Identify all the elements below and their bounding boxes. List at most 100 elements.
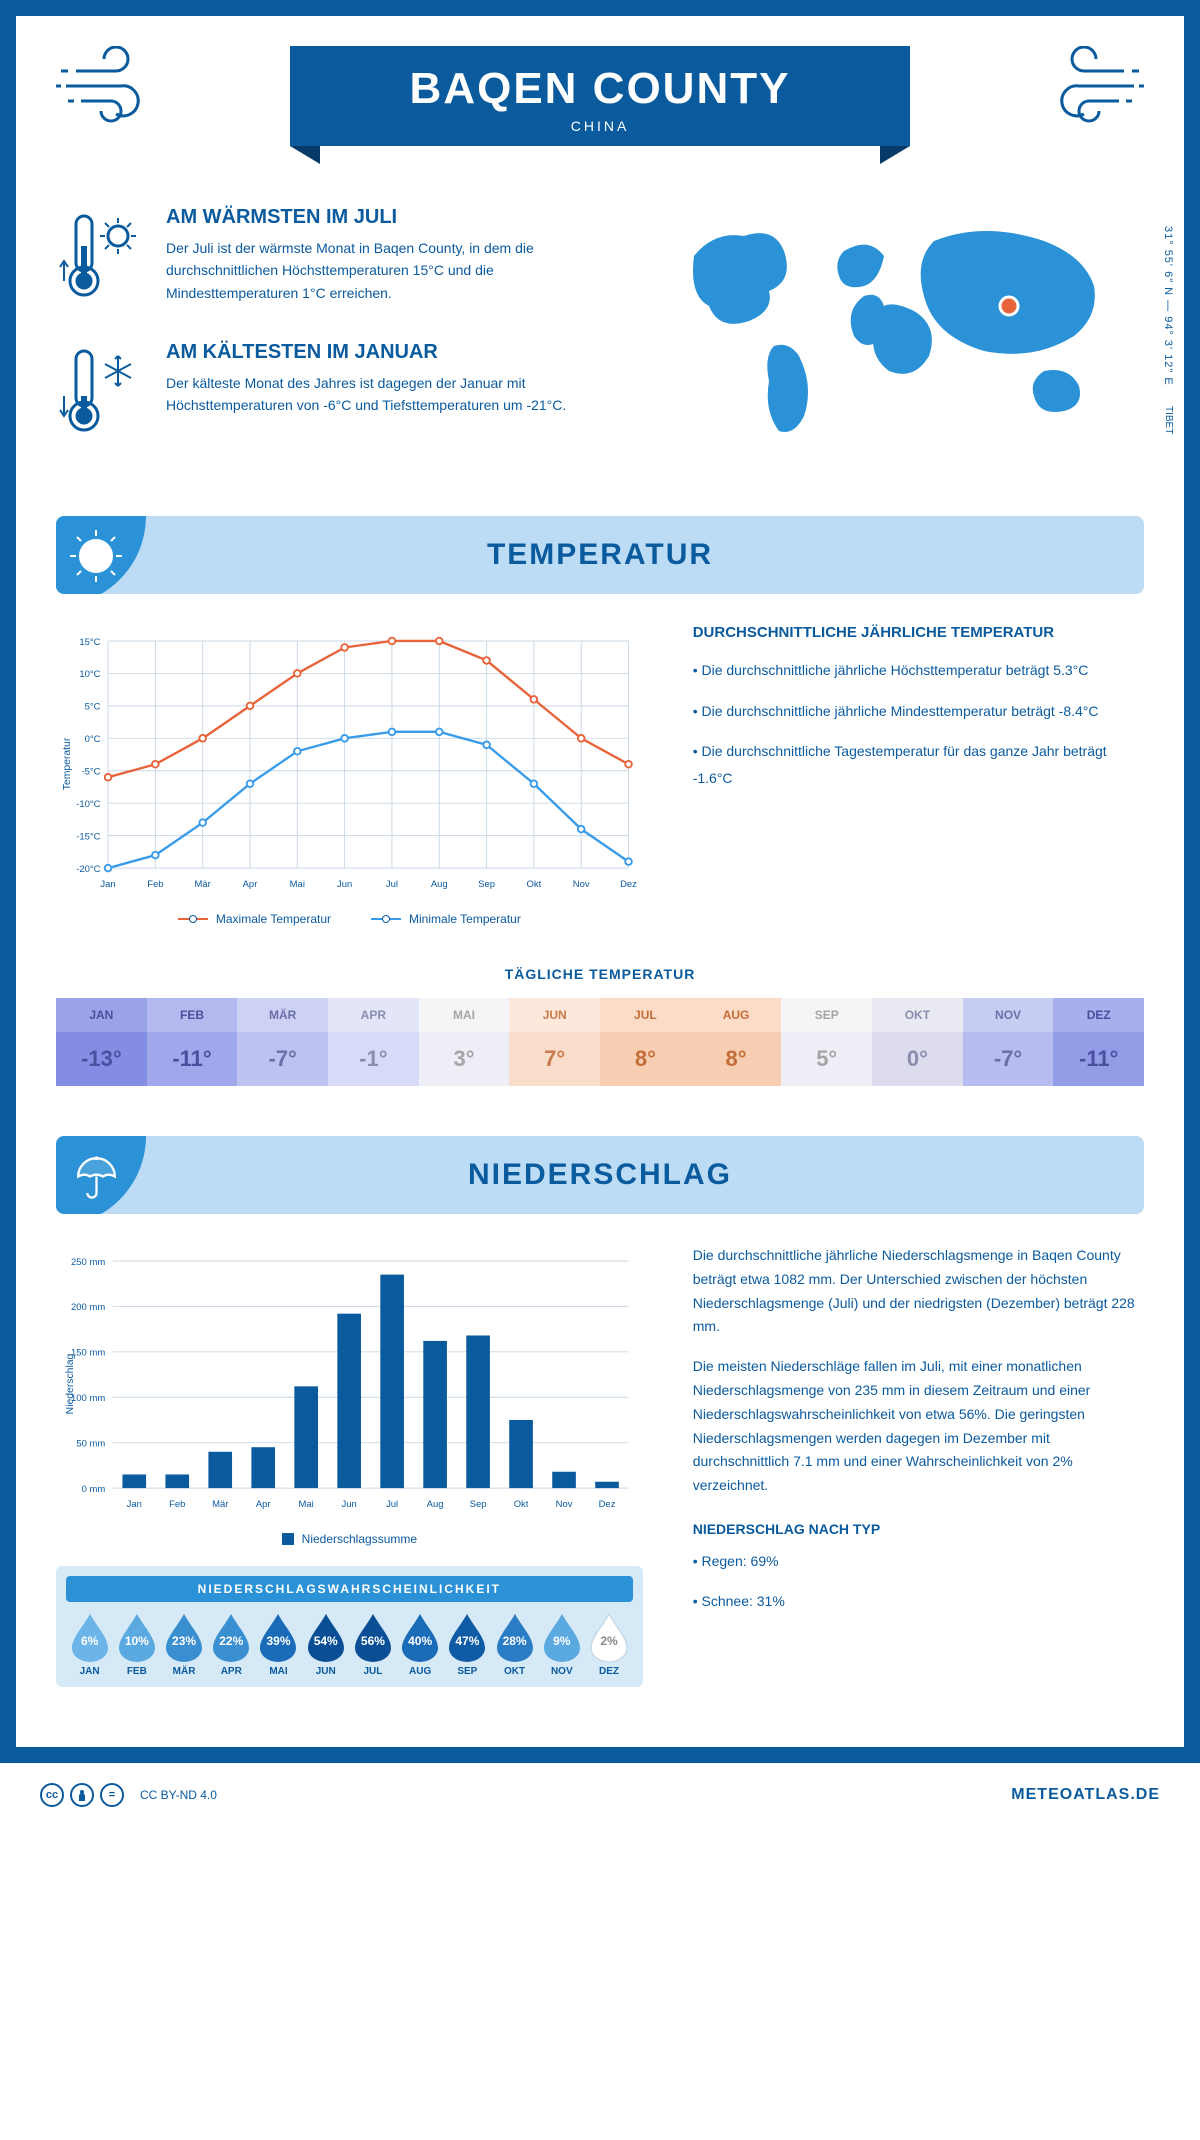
- svg-text:-10°C: -10°C: [76, 799, 100, 810]
- precipitation-description: Die durchschnittliche jährliche Niedersc…: [693, 1244, 1144, 1687]
- temp-desc-title: DURCHSCHNITTLICHE JÄHRLICHE TEMPERATUR: [693, 624, 1144, 641]
- daily-cell: JUL8°: [600, 998, 691, 1086]
- svg-text:0°C: 0°C: [85, 734, 101, 745]
- thermometer-snow-icon: [56, 341, 146, 446]
- svg-text:50 mm: 50 mm: [76, 1438, 105, 1449]
- svg-text:-5°C: -5°C: [81, 767, 100, 778]
- daily-cell: AUG8°: [691, 998, 782, 1086]
- svg-text:Apr: Apr: [256, 1499, 271, 1510]
- warm-text: Der Juli ist der wärmste Monat in Baqen …: [166, 237, 624, 304]
- svg-text:15°C: 15°C: [79, 637, 100, 648]
- svg-text:Dez: Dez: [599, 1499, 616, 1510]
- drop-cell: 56%JUL: [349, 1612, 396, 1677]
- svg-text:100 mm: 100 mm: [71, 1393, 105, 1404]
- region-label: TIBET: [1163, 406, 1174, 434]
- drop-cell: 39%MAI: [255, 1612, 302, 1677]
- svg-text:Feb: Feb: [147, 879, 163, 890]
- prob-title: NIEDERSCHLAGSWAHRSCHEINLICHKEIT: [66, 1576, 633, 1602]
- daily-cell: SEP5°: [781, 998, 872, 1086]
- legend-min: Minimale Temperatur: [409, 912, 521, 926]
- daily-cell: DEZ-11°: [1053, 998, 1144, 1086]
- legend-precip: Niederschlagssumme: [302, 1532, 417, 1546]
- svg-text:250 mm: 250 mm: [71, 1257, 105, 1268]
- svg-text:Mai: Mai: [290, 879, 305, 890]
- drop-cell: 6%JAN: [66, 1612, 113, 1677]
- nd-icon: =: [100, 1783, 124, 1807]
- svg-text:Dez: Dez: [620, 879, 637, 890]
- title-banner: BAQEN COUNTY CHINA: [290, 46, 910, 146]
- svg-text:-15°C: -15°C: [76, 831, 100, 842]
- svg-text:10°C: 10°C: [79, 669, 100, 680]
- cc-icon: cc: [40, 1783, 64, 1807]
- daily-temperature-table: JAN-13°FEB-11°MÄR-7°APR-1°MAI3°JUN7°JUL8…: [56, 998, 1144, 1086]
- temp-bullet: • Die durchschnittliche jährliche Mindes…: [693, 698, 1144, 725]
- temp-bullet: • Die durchschnittliche Tagestemperatur …: [693, 738, 1144, 791]
- drop-cell: 22%APR: [208, 1612, 255, 1677]
- legend-max: Maximale Temperatur: [216, 912, 331, 926]
- warm-title: AM WÄRMSTEN IM JULI: [166, 206, 624, 229]
- daily-cell: MÄR-7°: [237, 998, 328, 1086]
- license-text: CC BY-ND 4.0: [140, 1788, 217, 1802]
- temp-heading: TEMPERATUR: [56, 538, 1144, 572]
- footer-brand: METEOATLAS.DE: [1011, 1786, 1160, 1804]
- svg-text:Nov: Nov: [556, 1499, 573, 1510]
- sun-icon: [56, 516, 146, 594]
- cold-text: Der kälteste Monat des Jahres ist dagege…: [166, 372, 624, 417]
- svg-text:Jun: Jun: [342, 1499, 357, 1510]
- drop-cell: 10%FEB: [113, 1612, 160, 1677]
- cold-title: AM KÄLTESTEN IM JANUAR: [166, 341, 624, 364]
- svg-text:Aug: Aug: [431, 879, 448, 890]
- svg-text:Jun: Jun: [337, 879, 352, 890]
- footer: cc = CC BY-ND 4.0 METEOATLAS.DE: [0, 1763, 1200, 1827]
- precip-type-bullet: • Regen: 69%: [693, 1550, 1144, 1574]
- wind-icon: [1044, 46, 1144, 131]
- svg-text:0 mm: 0 mm: [82, 1484, 106, 1495]
- drop-cell: 47%SEP: [444, 1612, 491, 1677]
- daily-cell: FEB-11°: [147, 998, 238, 1086]
- svg-text:Jan: Jan: [100, 879, 115, 890]
- svg-text:Aug: Aug: [427, 1499, 444, 1510]
- daily-cell: APR-1°: [328, 998, 419, 1086]
- drop-cell: 9%NOV: [538, 1612, 585, 1677]
- precip-type-bullet: • Schnee: 31%: [693, 1590, 1144, 1614]
- svg-text:Sep: Sep: [478, 879, 495, 890]
- precip-type-title: NIEDERSCHLAG NACH TYP: [693, 1518, 1144, 1542]
- daily-temp-title: TÄGLICHE TEMPERATUR: [56, 966, 1144, 982]
- svg-text:150 mm: 150 mm: [71, 1348, 105, 1359]
- temperature-description: DURCHSCHNITTLICHE JÄHRLICHE TEMPERATUR •…: [693, 624, 1144, 926]
- daily-cell: NOV-7°: [963, 998, 1054, 1086]
- country-label: CHINA: [350, 118, 850, 134]
- warmest-block: AM WÄRMSTEN IM JULI Der Juli ist der wär…: [56, 206, 624, 311]
- wind-icon: [56, 46, 156, 131]
- svg-text:-20°C: -20°C: [76, 864, 100, 875]
- precipitation-probability: NIEDERSCHLAGSWAHRSCHEINLICHKEIT 6%JAN10%…: [56, 1566, 643, 1687]
- thermometer-sun-icon: [56, 206, 146, 311]
- svg-text:Apr: Apr: [243, 879, 258, 890]
- svg-text:Feb: Feb: [169, 1499, 185, 1510]
- svg-text:Jan: Jan: [127, 1499, 142, 1510]
- daily-cell: JAN-13°: [56, 998, 147, 1086]
- svg-text:Jul: Jul: [386, 1499, 398, 1510]
- svg-text:Mai: Mai: [299, 1499, 314, 1510]
- coldest-block: AM KÄLTESTEN IM JANUAR Der kälteste Mona…: [56, 341, 624, 446]
- svg-text:Sep: Sep: [470, 1499, 487, 1510]
- daily-cell: OKT0°: [872, 998, 963, 1086]
- drop-cell: 28%OKT: [491, 1612, 538, 1677]
- svg-text:5°C: 5°C: [85, 702, 101, 713]
- drop-cell: 40%AUG: [397, 1612, 444, 1677]
- header: BAQEN COUNTY CHINA: [56, 46, 1144, 176]
- precip-p1: Die durchschnittliche jährliche Niedersc…: [693, 1244, 1144, 1339]
- precip-heading: NIEDERSCHLAG: [56, 1158, 1144, 1192]
- svg-text:200 mm: 200 mm: [71, 1302, 105, 1313]
- drop-cell: 23%MÄR: [160, 1612, 207, 1677]
- svg-text:Mär: Mär: [195, 879, 211, 890]
- daily-cell: JUN7°: [509, 998, 600, 1086]
- svg-text:Niederschlag: Niederschlag: [65, 1353, 76, 1414]
- license-icons: cc = CC BY-ND 4.0: [40, 1783, 217, 1807]
- precipitation-section-header: NIEDERSCHLAG: [56, 1136, 1144, 1214]
- svg-text:Temperatur: Temperatur: [62, 737, 73, 790]
- coordinates: 31° 55' 6" N — 94° 3' 12" E: [1162, 226, 1174, 386]
- temperature-line-chart: -20°C -15°C -10°C -5°C 0°C 5°C 10°C 15°C Jan Feb M…: [56, 624, 643, 926]
- drop-cell: 2%DEZ: [585, 1612, 632, 1677]
- umbrella-icon: [56, 1136, 146, 1214]
